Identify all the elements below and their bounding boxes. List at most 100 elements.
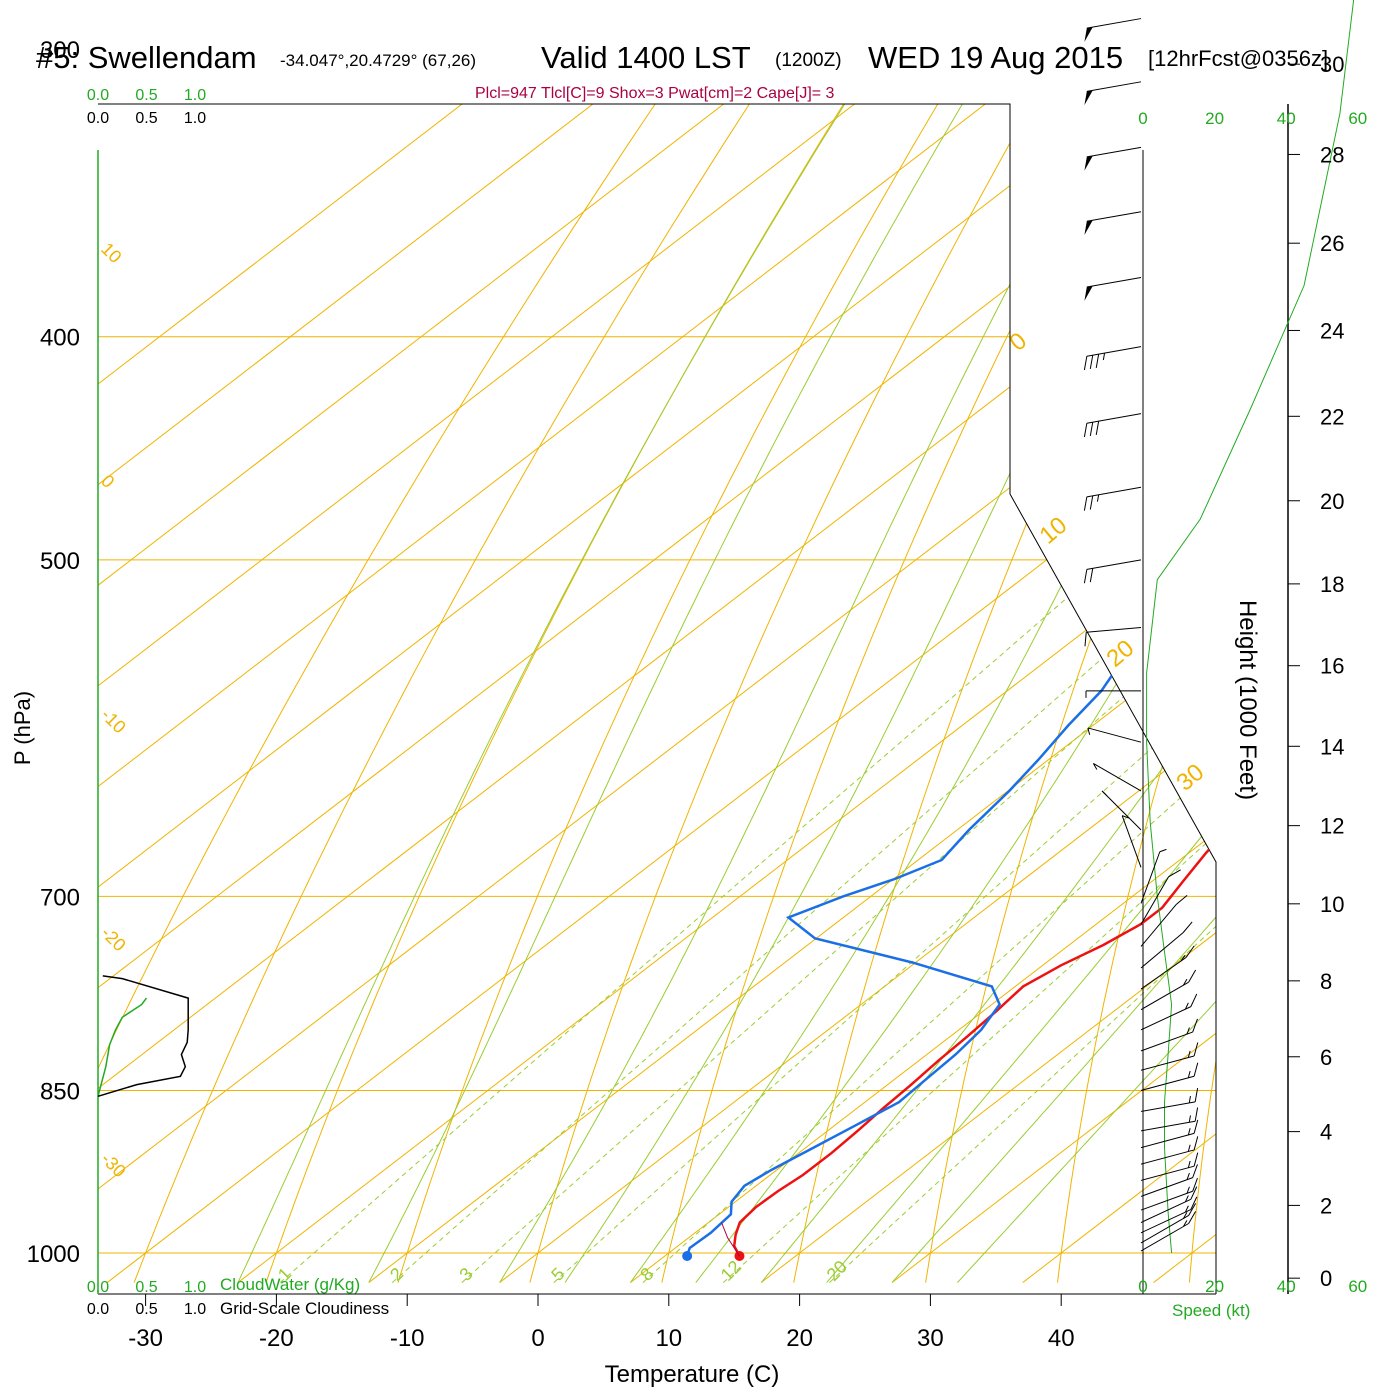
isotherm [760, 104, 1216, 1283]
cloud-water-bottom-tick: 1.0 [184, 1279, 206, 1296]
wind-barb-staff [1140, 981, 1189, 1011]
wind-barb [1140, 1088, 1199, 1112]
mixing-ratio-line [722, 336, 1216, 1283]
height-tick-22: 22 [1320, 404, 1344, 429]
cloud-water-line [97, 997, 148, 1097]
dry-adiabat [397, 104, 1085, 1283]
wind-barb-half [1101, 790, 1108, 797]
dry-adiabat [133, 104, 909, 1283]
wind-barb-staff [1140, 876, 1169, 925]
dewpoint-line [685, 104, 1216, 1257]
wind-barb [1140, 993, 1198, 1031]
isotherm-label--30: -30 [97, 1149, 130, 1182]
wind-barb-staff [1086, 627, 1142, 633]
wind-barb-half [1188, 1115, 1191, 1123]
wind-barb-staff [1140, 851, 1161, 904]
x-tick-10: 10 [655, 1325, 682, 1352]
wind-barb [1140, 1196, 1198, 1234]
cloudiness-bottom-tick: 1.0 [184, 1301, 206, 1318]
wind-barb-staff [1086, 559, 1142, 570]
wind-barb [1140, 1211, 1197, 1252]
x-tick--10: -10 [390, 1325, 425, 1352]
isotherm [98, 104, 1033, 1283]
wind-barb-staff [1140, 1149, 1195, 1165]
height-tick-8: 8 [1320, 969, 1332, 994]
wind-barb-staff [1086, 276, 1142, 288]
isotherm [1284, 0, 1400, 1283]
x-tick-0: 0 [531, 1325, 544, 1352]
wind-barb-staff [1140, 1209, 1192, 1234]
wind-barb [1084, 627, 1142, 647]
cloudiness-bottom-tick: 0.5 [135, 1301, 157, 1318]
wind-barb-half [1096, 494, 1100, 502]
wind-barb-full [1190, 1196, 1198, 1210]
wind-barb-half [1187, 1070, 1191, 1078]
wind-barb-full [1089, 495, 1094, 510]
wind-barb-full [1188, 969, 1197, 983]
wind-barb-half [1187, 1144, 1191, 1152]
height-tick-26: 26 [1320, 231, 1344, 256]
speed-axis-label: Speed (kt) [1172, 1301, 1250, 1320]
wind-barb-full [1188, 1211, 1197, 1224]
wind-barb-staff [1086, 146, 1142, 158]
wind-barb [1084, 18, 1142, 42]
dewpoint-surface-dot [682, 1250, 693, 1261]
speed-top-tick-40: 40 [1277, 109, 1296, 128]
wind-barb-flag [1084, 90, 1093, 106]
valid-time: Valid 1400 LST [541, 40, 751, 75]
wind-barb-half [1186, 1027, 1190, 1035]
wind-barb-full [1185, 945, 1195, 958]
wind-barb-staff [1086, 211, 1142, 222]
isotherm [499, 104, 1216, 1283]
pressure-tick-300: 300 [40, 37, 80, 64]
dry-adiabat [1321, 0, 1400, 1283]
moist-adiabat [237, 104, 999, 1283]
height-tick-20: 20 [1320, 489, 1344, 514]
wind-barb-staff [1093, 763, 1142, 792]
dry-adiabat-label-10: 10 [1035, 512, 1073, 550]
dry-adiabat [925, 104, 1216, 1283]
wind-barb-half [1187, 1050, 1191, 1058]
isotherm [98, 104, 1164, 1283]
wind-barb-full [1190, 993, 1198, 1007]
isotherm [98, 104, 1216, 1283]
isotherm-label--10: -10 [97, 705, 130, 738]
height-tick-12: 12 [1320, 814, 1344, 839]
cloudiness-top-tick: 1.0 [184, 110, 206, 127]
wind-barb-half [1184, 1205, 1189, 1213]
valid-date: WED 19 Aug 2015 [868, 40, 1123, 75]
utc-time: (1200Z) [775, 50, 842, 71]
isotherm [368, 104, 1216, 1283]
wind-barb [1083, 413, 1142, 438]
forecast-info: [12hrFcst@0356z] [1148, 46, 1328, 71]
height-tick-18: 18 [1320, 572, 1344, 597]
wind-barb-full [1194, 1107, 1199, 1122]
wind-barb [1085, 690, 1141, 698]
wind-barb-staff [1140, 1075, 1195, 1091]
moist-adiabat [891, 104, 1216, 1283]
cloud-water-top-tick: 1.0 [184, 87, 206, 104]
wind-barb-full [1193, 1136, 1199, 1151]
cloud-water-top-tick: 0.0 [87, 87, 109, 104]
wind-barb-staff [1140, 1215, 1189, 1244]
x-tick-30: 30 [917, 1325, 944, 1352]
wind-barb-full [1095, 354, 1100, 369]
dry-adiabat-label-0: 0 [1005, 327, 1033, 356]
speed-bottom-tick-60: 60 [1348, 1277, 1367, 1296]
wind-barb-staff [1140, 1006, 1192, 1031]
wind-barb-full [1083, 496, 1088, 511]
wind-barb-full [1083, 569, 1088, 584]
wind-barb-half [1187, 1160, 1191, 1168]
cloudiness-bottom-tick: 0.0 [87, 1301, 109, 1318]
isotherm [98, 104, 1216, 1283]
mixing-ratio-line [391, 336, 1216, 1283]
wind-barb-staff [1140, 1223, 1189, 1252]
pressure-tick-400: 400 [40, 325, 80, 352]
wind-barb-half [1092, 763, 1098, 770]
wind-barb-flag [1084, 155, 1093, 171]
wind-barb [1140, 848, 1167, 904]
dry-adiabat [529, 104, 1173, 1283]
speed-top-tick-20: 20 [1205, 109, 1224, 128]
wind-barb-full [1182, 921, 1193, 933]
